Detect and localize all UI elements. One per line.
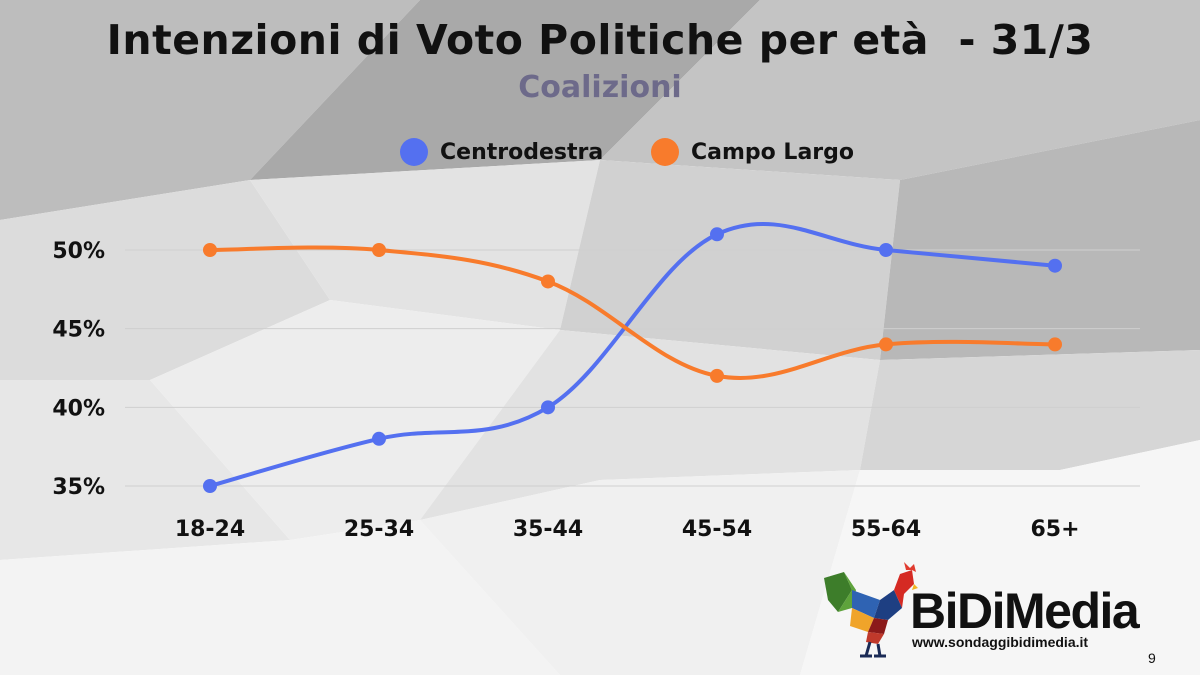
data-point-campo-largo <box>541 274 555 289</box>
y-tick-label: 40% <box>52 396 105 421</box>
data-point-campo-largo <box>372 243 386 257</box>
website-link[interactable]: www.sondaggibidimedia.it <box>912 634 1089 650</box>
legend-marker-campo-largo <box>651 138 679 166</box>
data-point-campo-largo <box>203 243 217 257</box>
data-point-campo-largo <box>1048 337 1062 352</box>
line-chart: 35% 40% 45% 50% 18-24 25-34 35-44 45-54 55-64 65+ <box>52 222 1140 542</box>
data-point-centrodestra <box>710 227 724 242</box>
chart-title: Intenzioni di Voto Politiche per età - 3… <box>106 16 1094 64</box>
y-tick-label: 50% <box>52 239 105 264</box>
series-line-centrodestra <box>208 222 1057 488</box>
x-tick-label: 45-54 <box>682 517 752 542</box>
rooster-logo-icon <box>824 562 918 658</box>
brand-name: BiDiMedia <box>910 583 1140 639</box>
y-tick-label: 45% <box>52 318 105 343</box>
data-point-centrodestra <box>1048 258 1062 273</box>
data-point-campo-largo <box>710 368 724 383</box>
x-tick-label: 65+ <box>1030 517 1079 542</box>
x-tick-label: 18-24 <box>175 517 245 542</box>
data-point-centrodestra <box>541 400 555 415</box>
page-number: 9 <box>1148 650 1156 666</box>
data-point-centrodestra <box>879 243 893 257</box>
series-line-campo-largo <box>208 245 1057 380</box>
data-point-campo-largo <box>879 337 893 352</box>
x-tick-label: 35-44 <box>513 517 583 542</box>
legend-item-campo-largo[interactable]: Campo Largo <box>651 138 854 166</box>
x-tick-label: 25-34 <box>344 517 414 542</box>
legend-label-centrodestra: Centrodestra <box>440 139 604 165</box>
legend-label-campo-largo: Campo Largo <box>691 139 855 165</box>
legend-item-centrodestra[interactable]: Centrodestra <box>400 138 603 166</box>
x-tick-label: 55-64 <box>851 517 921 542</box>
chart-subtitle: Coalizioni <box>518 70 682 105</box>
y-tick-label: 35% <box>52 475 105 500</box>
legend-marker-centrodestra <box>400 138 428 166</box>
data-point-centrodestra <box>203 479 217 493</box>
data-point-centrodestra <box>372 431 386 446</box>
legend: Centrodestra Campo Largo <box>0 138 1200 170</box>
